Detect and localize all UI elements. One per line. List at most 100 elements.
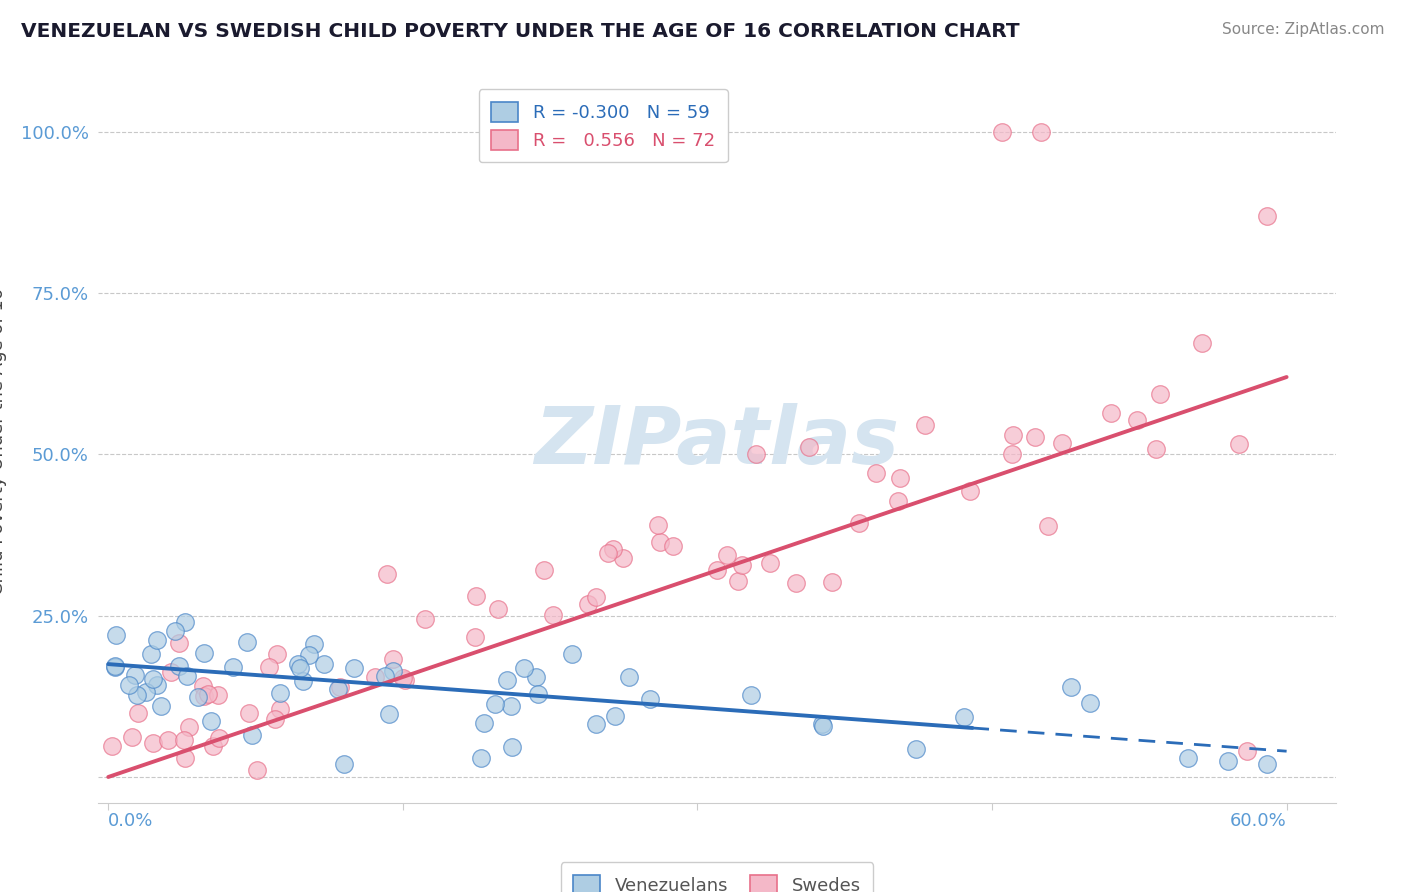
Legend: Venezuelans, Swedes: Venezuelans, Swedes — [561, 863, 873, 892]
Point — [326, 682, 349, 697]
Point — [238, 706, 260, 720]
Point — [603, 709, 626, 723]
Point — [1059, 680, 1081, 694]
Point — [887, 494, 910, 508]
Point — [1125, 413, 1147, 427]
Point — [745, 447, 768, 461]
Text: 0.0%: 0.0% — [108, 813, 153, 830]
Point — [287, 657, 309, 671]
Point — [464, 631, 486, 645]
Point — [865, 467, 887, 481]
Point — [560, 648, 582, 662]
Point — [197, 687, 219, 701]
Point — [173, 750, 195, 764]
Point — [499, 698, 522, 713]
Point — [125, 689, 148, 703]
Point — [291, 673, 314, 688]
Point — [104, 628, 127, 642]
Point — [647, 518, 669, 533]
Point — [785, 576, 807, 591]
Point — [821, 575, 844, 590]
Point — [187, 690, 209, 704]
Point — [533, 563, 555, 577]
Point — [193, 689, 215, 703]
Point — [298, 648, 321, 662]
Point — [121, 730, 143, 744]
Point — [378, 707, 401, 722]
Point — [1024, 430, 1046, 444]
Point — [959, 484, 981, 499]
Y-axis label: Child Poverty Under the Age of 16: Child Poverty Under the Age of 16 — [0, 288, 7, 595]
Point — [207, 688, 229, 702]
Point — [201, 739, 224, 754]
Point — [576, 597, 599, 611]
Point — [889, 470, 911, 484]
Point — [127, 706, 149, 721]
Point — [266, 647, 288, 661]
Point — [541, 608, 564, 623]
Point — [662, 539, 685, 553]
Point — [501, 740, 523, 755]
Text: Source: ZipAtlas.com: Source: ZipAtlas.com — [1222, 22, 1385, 37]
Point — [381, 652, 404, 666]
Point — [1256, 757, 1278, 772]
Point — [731, 558, 754, 573]
Text: ZIPatlas: ZIPatlas — [534, 402, 900, 481]
Point — [527, 687, 550, 701]
Point — [495, 673, 517, 687]
Point — [1050, 435, 1073, 450]
Point — [1149, 387, 1171, 401]
Point — [221, 660, 243, 674]
Point — [167, 636, 190, 650]
Point — [100, 739, 122, 753]
Point — [1029, 125, 1052, 139]
Point — [157, 733, 180, 747]
Text: VENEZUELAN VS SWEDISH CHILD POVERTY UNDER THE AGE OF 16 CORRELATION CHART: VENEZUELAN VS SWEDISH CHILD POVERTY UNDE… — [21, 22, 1019, 41]
Point — [472, 715, 495, 730]
Point — [1236, 744, 1258, 758]
Text: 60.0%: 60.0% — [1230, 813, 1286, 830]
Point — [1227, 436, 1250, 450]
Point — [160, 665, 183, 679]
Point — [193, 646, 215, 660]
Point — [602, 542, 624, 557]
Point — [314, 657, 336, 672]
Point — [513, 661, 536, 675]
Point — [104, 658, 127, 673]
Point — [208, 731, 231, 746]
Point — [904, 742, 927, 756]
Point — [1001, 447, 1024, 461]
Point — [146, 632, 169, 647]
Point — [488, 601, 510, 615]
Point — [524, 670, 547, 684]
Point — [135, 685, 157, 699]
Point — [118, 678, 141, 692]
Point — [176, 668, 198, 682]
Point — [382, 664, 405, 678]
Point — [269, 686, 291, 700]
Point — [1144, 442, 1167, 456]
Point — [811, 716, 834, 731]
Point — [146, 678, 169, 692]
Point — [1038, 518, 1060, 533]
Point — [173, 615, 195, 630]
Point — [740, 688, 762, 702]
Point — [200, 714, 222, 728]
Point — [364, 670, 387, 684]
Point — [585, 717, 607, 731]
Point — [392, 671, 415, 685]
Point — [619, 670, 641, 684]
Point — [848, 516, 870, 531]
Point — [169, 659, 191, 673]
Point — [257, 660, 280, 674]
Point — [374, 669, 396, 683]
Point — [290, 661, 312, 675]
Point — [235, 634, 257, 648]
Point — [333, 757, 356, 772]
Point — [240, 728, 263, 742]
Point — [191, 679, 214, 693]
Point — [799, 440, 821, 454]
Point — [1191, 336, 1213, 351]
Point — [413, 612, 436, 626]
Point — [1078, 696, 1101, 710]
